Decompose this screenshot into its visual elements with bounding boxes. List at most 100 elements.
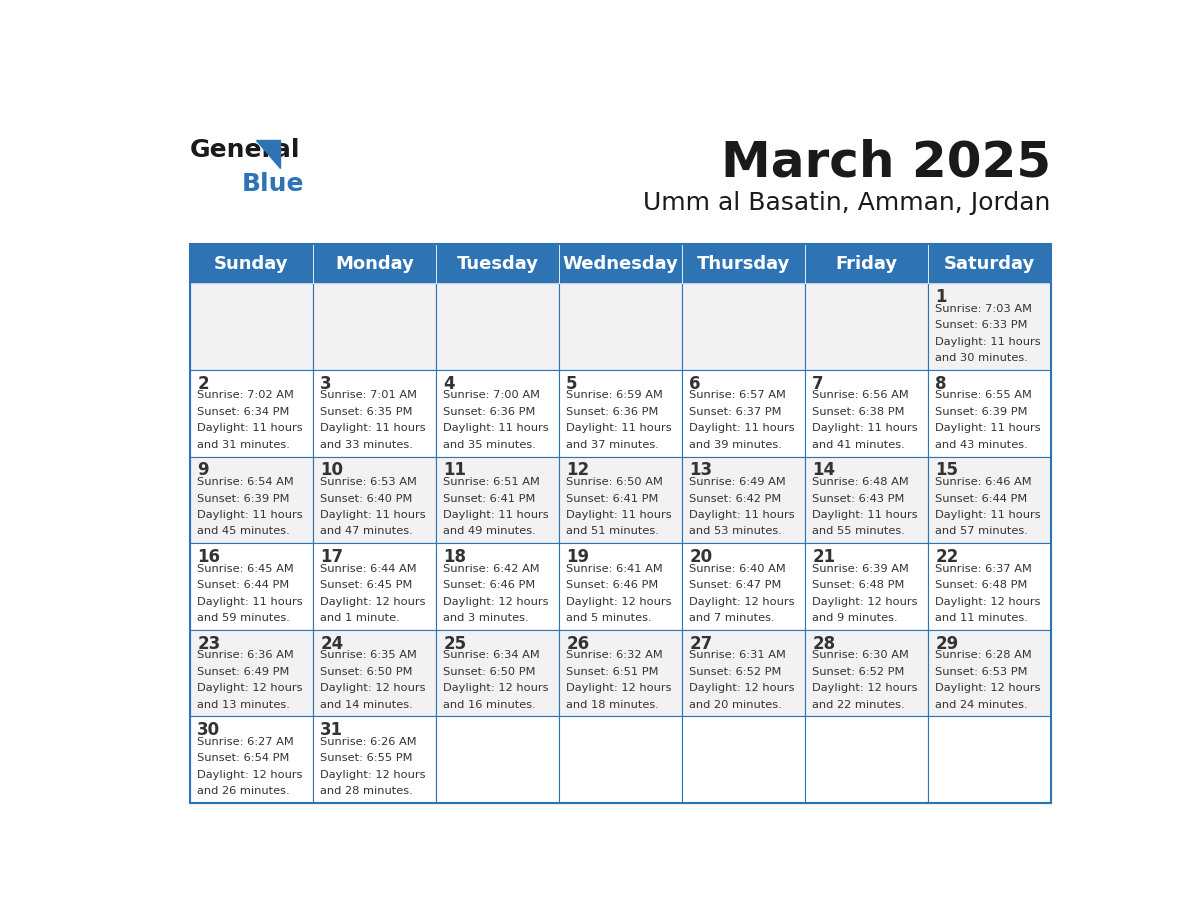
Text: Daylight: 12 hours: Daylight: 12 hours	[321, 769, 425, 779]
Text: Sunrise: 6:27 AM: Sunrise: 6:27 AM	[197, 737, 295, 747]
Text: Sunset: 6:40 PM: Sunset: 6:40 PM	[321, 494, 412, 503]
Text: Sunset: 6:53 PM: Sunset: 6:53 PM	[935, 666, 1028, 677]
Text: Sunset: 6:46 PM: Sunset: 6:46 PM	[443, 580, 536, 590]
Bar	[682, 370, 804, 456]
Text: Sunrise: 6:30 AM: Sunrise: 6:30 AM	[813, 650, 909, 660]
Text: and 11 minutes.: and 11 minutes.	[935, 613, 1028, 623]
Bar	[928, 456, 1051, 543]
Text: 15: 15	[935, 462, 959, 479]
Bar	[436, 244, 558, 284]
Text: Daylight: 12 hours: Daylight: 12 hours	[689, 683, 795, 693]
Text: Daylight: 11 hours: Daylight: 11 hours	[443, 423, 549, 433]
Text: Sunrise: 6:40 AM: Sunrise: 6:40 AM	[689, 564, 786, 574]
Text: Sunset: 6:38 PM: Sunset: 6:38 PM	[813, 407, 905, 417]
Text: Sunrise: 6:45 AM: Sunrise: 6:45 AM	[197, 564, 295, 574]
Text: Sunset: 6:52 PM: Sunset: 6:52 PM	[689, 666, 782, 677]
Text: and 7 minutes.: and 7 minutes.	[689, 613, 775, 623]
Bar	[928, 630, 1051, 716]
Text: 8: 8	[935, 375, 947, 393]
Text: Sunset: 6:49 PM: Sunset: 6:49 PM	[197, 666, 290, 677]
Text: Daylight: 11 hours: Daylight: 11 hours	[935, 337, 1041, 347]
Bar	[804, 370, 928, 456]
Text: Sunrise: 6:55 AM: Sunrise: 6:55 AM	[935, 390, 1032, 400]
Text: Sunrise: 6:41 AM: Sunrise: 6:41 AM	[567, 564, 663, 574]
Text: Sunrise: 6:46 AM: Sunrise: 6:46 AM	[935, 477, 1032, 487]
Bar	[558, 543, 682, 630]
Text: Sunset: 6:43 PM: Sunset: 6:43 PM	[813, 494, 904, 503]
Text: 25: 25	[443, 634, 467, 653]
Text: and 49 minutes.: and 49 minutes.	[443, 526, 536, 536]
Text: 23: 23	[197, 634, 221, 653]
Bar	[928, 370, 1051, 456]
Text: Sunset: 6:50 PM: Sunset: 6:50 PM	[443, 666, 536, 677]
Text: Sunrise: 6:28 AM: Sunrise: 6:28 AM	[935, 650, 1032, 660]
Text: 31: 31	[321, 722, 343, 739]
Text: Daylight: 12 hours: Daylight: 12 hours	[197, 769, 303, 779]
Text: Sunrise: 6:50 AM: Sunrise: 6:50 AM	[567, 477, 663, 487]
Text: Blue: Blue	[241, 173, 304, 196]
Text: 26: 26	[567, 634, 589, 653]
Text: Sunset: 6:33 PM: Sunset: 6:33 PM	[935, 320, 1028, 330]
Text: and 5 minutes.: and 5 minutes.	[567, 613, 652, 623]
Bar	[682, 543, 804, 630]
Text: Sunrise: 7:01 AM: Sunrise: 7:01 AM	[321, 390, 417, 400]
Bar	[558, 284, 682, 370]
Text: Friday: Friday	[835, 255, 897, 273]
Bar	[928, 244, 1051, 284]
Bar	[682, 716, 804, 803]
Text: March 2025: March 2025	[721, 139, 1051, 186]
Text: and 33 minutes.: and 33 minutes.	[321, 440, 413, 450]
Text: Daylight: 11 hours: Daylight: 11 hours	[689, 510, 795, 520]
Text: Sunset: 6:44 PM: Sunset: 6:44 PM	[935, 494, 1028, 503]
Text: Sunrise: 6:26 AM: Sunrise: 6:26 AM	[321, 737, 417, 747]
Text: and 20 minutes.: and 20 minutes.	[689, 700, 782, 710]
Text: Daylight: 12 hours: Daylight: 12 hours	[443, 683, 549, 693]
Bar	[804, 456, 928, 543]
Text: General: General	[190, 139, 301, 162]
Bar	[190, 716, 312, 803]
Text: 12: 12	[567, 462, 589, 479]
Bar	[682, 244, 804, 284]
Bar	[312, 456, 436, 543]
Text: Daylight: 12 hours: Daylight: 12 hours	[567, 597, 671, 607]
Text: 9: 9	[197, 462, 209, 479]
Text: and 14 minutes.: and 14 minutes.	[321, 700, 413, 710]
Polygon shape	[257, 140, 280, 168]
Text: Saturday: Saturday	[943, 255, 1035, 273]
Text: 6: 6	[689, 375, 701, 393]
Text: Daylight: 12 hours: Daylight: 12 hours	[567, 683, 671, 693]
Text: Daylight: 11 hours: Daylight: 11 hours	[321, 510, 426, 520]
Text: Daylight: 12 hours: Daylight: 12 hours	[935, 597, 1041, 607]
Text: Tuesday: Tuesday	[456, 255, 538, 273]
Text: Sunset: 6:47 PM: Sunset: 6:47 PM	[689, 580, 782, 590]
Text: Sunrise: 6:54 AM: Sunrise: 6:54 AM	[197, 477, 295, 487]
Text: 18: 18	[443, 548, 466, 566]
Text: Sunset: 6:45 PM: Sunset: 6:45 PM	[321, 580, 412, 590]
Text: Sunrise: 6:39 AM: Sunrise: 6:39 AM	[813, 564, 909, 574]
Text: 4: 4	[443, 375, 455, 393]
Text: Daylight: 12 hours: Daylight: 12 hours	[689, 597, 795, 607]
Text: Sunday: Sunday	[214, 255, 289, 273]
Bar	[558, 456, 682, 543]
Text: Sunrise: 6:34 AM: Sunrise: 6:34 AM	[443, 650, 541, 660]
Text: 10: 10	[321, 462, 343, 479]
Text: 7: 7	[813, 375, 823, 393]
Bar	[312, 244, 436, 284]
Text: 1: 1	[935, 288, 947, 307]
Bar	[682, 456, 804, 543]
Bar	[436, 716, 558, 803]
Text: Daylight: 12 hours: Daylight: 12 hours	[321, 683, 425, 693]
Bar	[190, 370, 312, 456]
Text: Daylight: 12 hours: Daylight: 12 hours	[321, 597, 425, 607]
Text: Sunset: 6:34 PM: Sunset: 6:34 PM	[197, 407, 290, 417]
Text: and 24 minutes.: and 24 minutes.	[935, 700, 1028, 710]
Bar	[558, 244, 682, 284]
Text: Sunset: 6:42 PM: Sunset: 6:42 PM	[689, 494, 782, 503]
Text: Daylight: 12 hours: Daylight: 12 hours	[935, 683, 1041, 693]
Text: 17: 17	[321, 548, 343, 566]
Text: and 22 minutes.: and 22 minutes.	[813, 700, 905, 710]
Bar	[312, 630, 436, 716]
Text: Sunrise: 6:53 AM: Sunrise: 6:53 AM	[321, 477, 417, 487]
Text: 13: 13	[689, 462, 713, 479]
Bar	[558, 370, 682, 456]
